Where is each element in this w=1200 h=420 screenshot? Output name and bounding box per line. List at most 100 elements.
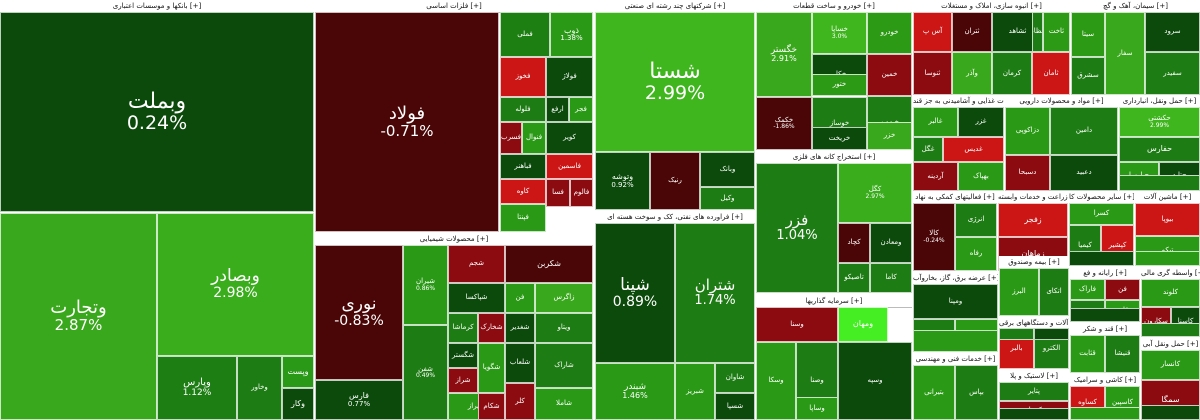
small-stock-tile[interactable] [1141,405,1200,420]
stock-tile-9-0[interactable]: ومهان [838,307,888,342]
stock-tile-4-3[interactable]: وآذر [952,52,992,95]
small-stock-tile[interactable] [1135,251,1200,266]
stock-tile-3-4[interactable]: خکمک -1.86% [756,97,812,150]
stock-tile-4-1[interactable]: ثاخت [1043,12,1070,52]
stock-tile-6-21[interactable]: شاراک [535,343,593,388]
stock-tile-6-0[interactable]: نوری -0.83% [315,245,403,380]
small-stock-tile[interactable] [913,330,998,352]
stock-tile-6-10[interactable]: شگستر [448,343,478,368]
stock-tile-10-0[interactable]: دزاکوپی [1005,107,1050,155]
stock-tile-4-4[interactable]: ثنوسا [913,52,952,95]
stock-tile-3-0[interactable]: خگستر 2.91% [756,12,812,97]
stock-tile-5-1[interactable]: سشرق [1071,57,1105,95]
stock-tile-8-2[interactable]: کچاد [838,223,870,263]
small-stock-tile[interactable] [1119,175,1200,191]
stock-tile-4-8[interactable]: ثنظام [1032,12,1043,52]
stock-tile-18-1[interactable]: اتکای [1039,268,1069,316]
stock-tile-7-4[interactable]: شاوان [715,363,755,393]
stock-tile-8-1[interactable]: کگل 2.97% [838,163,912,223]
stock-tile-0-3[interactable]: وپارس 1.12% [157,356,237,420]
stock-tile-1-16[interactable]: فالوم [570,179,593,207]
stock-tile-7-5[interactable]: شسپا [715,393,755,420]
stock-tile-7-2[interactable]: شبندر 1.46% [595,363,675,420]
stock-tile-6-9[interactable]: شجم [448,245,505,283]
stock-tile-6-13[interactable]: شراز [448,368,478,393]
stock-tile-5-0[interactable]: سیتا [1071,12,1105,57]
stock-tile-8-5[interactable]: تاصیکو [838,263,870,293]
stock-tile-18-0[interactable]: البرز [999,268,1039,316]
stock-tile-6-7[interactable]: شپاکسا [448,283,505,313]
stock-tile-1-11[interactable]: فباهنر [500,154,546,179]
stock-tile-7-0[interactable]: شپنا 0.89% [595,223,675,363]
stock-tile-9-5[interactable]: وساپا [796,397,838,420]
stock-tile-26-1[interactable]: کانسار [1141,350,1200,380]
stock-tile-11-3[interactable]: غدیس [943,137,1004,162]
stock-tile-6-2[interactable]: شیران 0.86% [403,245,448,325]
stock-tile-0-2[interactable]: وبصادر 2.98% [157,213,314,356]
stock-tile-0-0[interactable]: وبملت 0.24% [0,12,314,212]
stock-tile-16-0[interactable]: بیوپا [1135,203,1200,236]
stock-tile-23-0[interactable]: پتایر [999,382,1069,401]
stock-tile-21-1[interactable]: قنیشا [1105,335,1140,373]
stock-tile-1-14[interactable]: فپنتا [500,204,546,232]
small-stock-tile[interactable] [1069,251,1134,266]
stock-tile-10-3[interactable]: دسبحا [1005,155,1050,191]
stock-tile-17-0[interactable]: ومپنا [913,284,998,319]
stock-tile-8-0[interactable]: فزر 1.04% [756,163,838,293]
stock-tile-3-1[interactable]: خساپا 3.0% [812,12,867,54]
stock-tile-2-2[interactable]: وتوشه 0.92% [595,152,650,210]
stock-tile-13-1[interactable]: انرژی [955,203,997,237]
stock-tile-2-0[interactable]: شستا 2.99% [595,12,755,152]
stock-tile-10-1[interactable]: دامین [1050,107,1118,155]
stock-tile-13-0[interactable]: کالا -0.24% [913,203,955,271]
small-stock-tile[interactable] [1141,323,1200,337]
stock-tile-21-0[interactable]: قثابت [1070,335,1105,373]
stock-tile-6-17[interactable]: شلعاب [505,343,535,383]
stock-tile-1-4[interactable]: فولاژ [546,57,593,97]
stock-tile-3-10[interactable]: ختور [812,74,867,96]
stock-tile-2-4[interactable]: رنیک [650,152,700,210]
small-stock-tile[interactable] [999,408,1069,420]
stock-tile-3-2[interactable]: خودرو [867,12,912,54]
stock-tile-22-0[interactable]: بتیرانی [913,365,955,420]
stock-tile-11-4[interactable]: آردینه [913,162,958,191]
stock-tile-6-23[interactable]: شکام [478,393,505,420]
stock-tile-9-1[interactable]: وسکا [756,342,796,420]
stock-tile-20-1[interactable]: فن [1105,279,1140,300]
stock-tile-6-5[interactable]: زاگرس [535,283,593,313]
stock-tile-11-0[interactable]: غالبر [913,107,958,137]
stock-tile-1-1[interactable]: ذوب 1.38% [550,12,593,57]
stock-tile-0-1[interactable]: وتجارت 2.87% [0,213,157,420]
stock-tile-11-1[interactable]: غگل [913,137,943,162]
stock-tile-10-2[interactable]: دعبید [1050,155,1118,191]
stock-tile-2-3[interactable]: وکیل [700,187,755,210]
stock-tile-13-2[interactable]: رفاه [955,237,997,271]
stock-tile-0-4[interactable]: وخاور [237,356,282,420]
stock-tile-4-7[interactable]: ثتران [952,12,992,52]
stock-tile-6-22[interactable]: شاملا [535,388,593,420]
stock-tile-5-2[interactable]: سفار [1105,12,1145,95]
stock-tile-6-16[interactable]: شگویا [478,343,505,393]
stock-tile-4-6[interactable]: ثامان [1032,52,1070,95]
stock-tile-6-18[interactable]: کلر [505,383,535,420]
stock-tile-1-10[interactable]: فنوال [522,122,546,154]
stock-tile-6-3[interactable]: شفن 0.49% [403,325,448,420]
stock-tile-8-4[interactable]: کاما [870,263,912,293]
stock-tile-22-1[interactable]: بپاس [955,365,998,420]
stock-tile-5-4[interactable]: سفیدر [1145,52,1200,95]
stock-tile-6-4[interactable]: شکربن [505,245,593,283]
stock-tile-1-12[interactable]: فاسمین [546,154,593,179]
small-stock-tile[interactable] [1034,328,1069,340]
stock-tile-1-7[interactable]: فجر [569,97,593,122]
stock-tile-2-1[interactable]: وبانک [700,152,755,187]
stock-tile-1-9[interactable]: فسرب [500,122,522,154]
stock-tile-3-3[interactable]: خمین [867,54,912,96]
stock-tile-1-2[interactable]: فملی [500,12,550,57]
stock-tile-1-6[interactable]: ارفع [546,97,569,122]
stock-tile-1-8[interactable]: کویر [546,122,593,154]
small-stock-tile[interactable] [1070,308,1140,322]
stock-tile-1-0[interactable]: فولاد -0.71% [315,12,499,232]
stock-tile-6-15[interactable]: ویتاو [535,313,593,343]
stock-tile-6-12[interactable]: شغدیر [505,313,535,343]
stock-tile-9-4[interactable]: وسنا [756,307,838,342]
